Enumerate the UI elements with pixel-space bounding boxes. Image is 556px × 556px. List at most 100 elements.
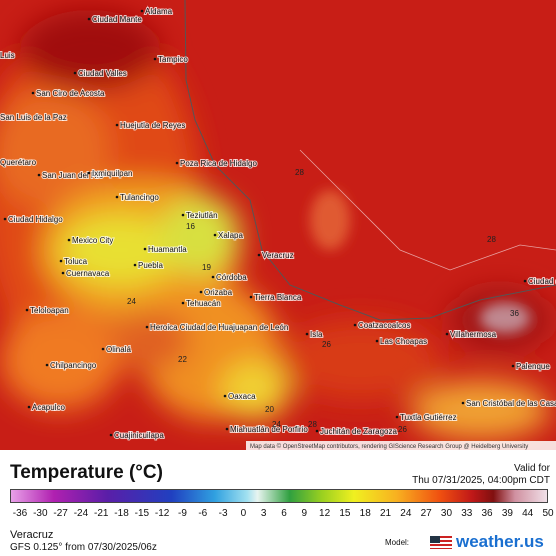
brand[interactable]: weather.us bbox=[456, 532, 544, 551]
model-label: Model: bbox=[385, 538, 410, 547]
temperature-label: 28 bbox=[295, 168, 304, 177]
city-label: Veracruz bbox=[262, 251, 294, 260]
city-dot bbox=[523, 279, 527, 283]
temperature-label: 28 bbox=[487, 235, 496, 244]
city-label: Poza Rica de Hidalgo bbox=[180, 159, 257, 168]
legend-title: Temperature (°C) bbox=[10, 462, 163, 483]
city-label: Aldama bbox=[145, 7, 173, 16]
city-dot bbox=[225, 427, 229, 431]
temperature-label: 24 bbox=[272, 420, 281, 429]
city-dot bbox=[25, 308, 29, 312]
city-dot bbox=[153, 57, 157, 61]
city-label: Cuernavaca bbox=[66, 269, 110, 278]
city-label: Tuxtla Gutiérrez bbox=[400, 413, 457, 422]
city-dot bbox=[213, 233, 217, 237]
city-dot bbox=[461, 401, 465, 405]
city-label: Miahuatlán de Porfirio bbox=[230, 425, 308, 434]
temperature-label: 26 bbox=[322, 340, 331, 349]
city-dot bbox=[223, 394, 227, 398]
city-dot bbox=[133, 263, 137, 267]
city-label: Tulancingo bbox=[120, 193, 159, 202]
colorbar-tick-label: 24 bbox=[400, 508, 412, 519]
colorbar-tick-label: -27 bbox=[53, 508, 68, 519]
city-dot bbox=[61, 271, 65, 275]
colorbar-tick-label: 6 bbox=[281, 508, 287, 519]
colorbar-tick-label: -15 bbox=[134, 508, 150, 519]
city-label: Ixmiquilpan bbox=[92, 169, 132, 178]
colorbar-tick-label: 33 bbox=[461, 508, 473, 519]
city-dot bbox=[511, 364, 515, 368]
city-label: Luis bbox=[0, 51, 15, 60]
city-dot bbox=[37, 173, 41, 177]
city-dot bbox=[143, 247, 147, 251]
city-label: Toluca bbox=[64, 257, 88, 266]
city-dot bbox=[305, 332, 309, 336]
city-label: Mexico City bbox=[72, 236, 113, 245]
city-label: Córdoba bbox=[216, 273, 247, 282]
city-label: Tierra Blanca bbox=[254, 293, 302, 302]
colorbar-tick-label: 9 bbox=[301, 508, 308, 519]
colorbar-tick-label: 21 bbox=[379, 508, 392, 519]
city-label: Acapulco bbox=[32, 403, 65, 412]
city-label: Teziutlán bbox=[186, 211, 218, 220]
valid-time: Thu 07/31/2025, 04:00pm CDT bbox=[412, 475, 550, 486]
city-label: Isla bbox=[310, 330, 323, 339]
city-dot bbox=[199, 290, 203, 294]
city-label: Tehuacán bbox=[186, 299, 221, 308]
city-dot bbox=[59, 259, 63, 263]
temperature-label: 26 bbox=[398, 425, 407, 434]
city-label: Ciudad del Carmen bbox=[528, 277, 556, 286]
colorbar-tick-label: -30 bbox=[33, 508, 48, 519]
colorbar-tick-label: 0 bbox=[240, 508, 247, 519]
city-label: Tampico bbox=[158, 55, 188, 64]
attribution: Map data © OpenStreetMap contributors, r… bbox=[250, 443, 528, 450]
city-label: Huejutla de Reyes bbox=[120, 121, 185, 130]
colorbar-tick-label: 44 bbox=[522, 508, 534, 519]
temperature-label: 36 bbox=[510, 309, 519, 318]
city-label: Chilpancingo bbox=[50, 361, 97, 370]
colorbar-tick-label: -24 bbox=[73, 508, 89, 519]
city-dot bbox=[3, 217, 7, 221]
city-dot bbox=[87, 17, 91, 21]
colorbar-tick-label: 50 bbox=[542, 508, 554, 519]
city-label: Orizaba bbox=[204, 288, 233, 297]
colorbar-tick-label: -36 bbox=[12, 508, 28, 519]
colorbar-tick-label: 30 bbox=[440, 508, 453, 519]
city-dot bbox=[27, 405, 31, 409]
colorbar-tick-label: -21 bbox=[93, 508, 109, 519]
city-dot bbox=[109, 433, 113, 437]
colorbar-tick-label: 12 bbox=[319, 508, 331, 519]
city-label: San Ciro de Acosta bbox=[36, 89, 105, 98]
city-label: Heroica Ciudad de Huajuapan de León bbox=[150, 323, 288, 332]
colorbar-tick-label: 15 bbox=[339, 508, 351, 519]
city-dot bbox=[45, 363, 49, 367]
city-dot bbox=[445, 332, 449, 336]
city-dot bbox=[87, 171, 91, 175]
colorbar bbox=[10, 489, 548, 503]
temperature-label: 19 bbox=[202, 263, 211, 272]
city-label: Villahermosa bbox=[450, 330, 497, 339]
city-dot bbox=[145, 325, 149, 329]
temperature-label: 28 bbox=[308, 420, 317, 429]
city-label: Querétaro bbox=[0, 158, 37, 167]
colorbar-tick-label: 18 bbox=[359, 508, 371, 519]
temperature-label: 16 bbox=[186, 222, 195, 231]
flag-icon bbox=[430, 536, 452, 549]
city-label: Huamantla bbox=[148, 245, 187, 254]
city-label: Xalapa bbox=[218, 231, 243, 240]
city-dot bbox=[315, 429, 319, 433]
city-dot bbox=[101, 347, 105, 351]
valid-label: Valid for bbox=[514, 463, 550, 474]
city-dot bbox=[249, 295, 253, 299]
colorbar-tick-label: 39 bbox=[501, 508, 513, 519]
city-dot bbox=[140, 9, 144, 13]
model-run: GFS 0.125° from 07/30/2025/06z bbox=[10, 542, 157, 553]
city-dot bbox=[175, 161, 179, 165]
city-dot bbox=[181, 301, 185, 305]
city-label: Las Choapas bbox=[380, 337, 427, 346]
city-label: Ciudad Mante bbox=[92, 15, 142, 24]
city-dot bbox=[257, 253, 261, 257]
temperature-label: 24 bbox=[127, 297, 136, 306]
city-label: San Cristóbal de las Casas bbox=[466, 399, 556, 408]
